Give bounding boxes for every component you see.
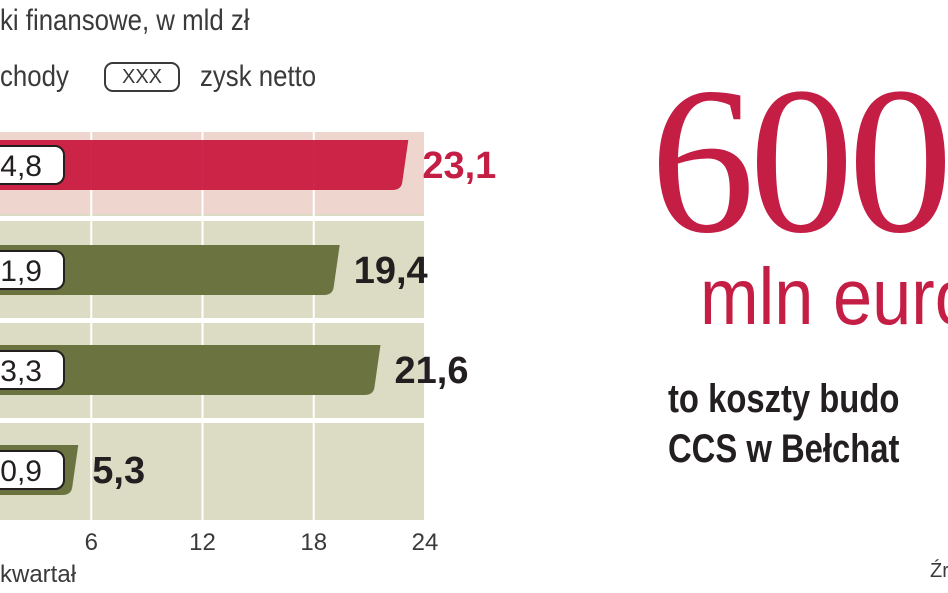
bar-revenue-0 bbox=[0, 140, 409, 190]
profit-box-2 bbox=[0, 350, 65, 390]
profit-box-1 bbox=[0, 250, 65, 290]
profit-label-0: 4,8 bbox=[0, 150, 42, 183]
x-tick-label: 12 bbox=[189, 529, 216, 556]
x-tick-label: 18 bbox=[300, 529, 327, 556]
profit-box-3 bbox=[0, 450, 65, 490]
x-tick-label: 6 bbox=[85, 529, 98, 556]
source-note: Źr bbox=[930, 560, 948, 582]
callout-number: 600 bbox=[650, 45, 948, 277]
chart-title: ki finansowe, w mld zł bbox=[0, 4, 250, 37]
value-label-3: 5,3 bbox=[92, 450, 145, 492]
bar-revenue-1 bbox=[0, 245, 340, 295]
value-label-2: 21,6 bbox=[395, 350, 469, 392]
legend-profit-label: zysk netto bbox=[200, 60, 317, 93]
row-separator bbox=[0, 216, 425, 221]
row-separator bbox=[0, 318, 425, 323]
callout-line-1: to koszty budo bbox=[668, 377, 900, 421]
value-label-1: 19,4 bbox=[354, 250, 428, 292]
profit-label-3: 0,9 bbox=[0, 455, 42, 488]
value-label-0: 23,1 bbox=[422, 145, 496, 187]
row-separator bbox=[0, 418, 425, 423]
bar-chart: 4,8 23,1 1,9 19,4 3,3 21,6 0,9 5,3 6 12 18 24 kwarta… bbox=[0, 132, 496, 588]
x-axis-note: kwartał bbox=[0, 561, 77, 588]
profit-label-1: 1,9 bbox=[0, 255, 42, 288]
legend-profit-swatch: XXX bbox=[104, 62, 180, 92]
callout-description: to koszty budo CCS w Bełchat bbox=[668, 374, 899, 474]
callout-line-2: CCS w Bełchat bbox=[668, 427, 900, 471]
x-tick-label: 24 bbox=[412, 529, 439, 556]
legend-revenue-label: chody bbox=[0, 60, 69, 93]
profit-label-2: 3,3 bbox=[0, 355, 42, 388]
callout-unit: mln euro bbox=[700, 252, 948, 341]
bar-revenue-2 bbox=[0, 345, 381, 395]
profit-box-0 bbox=[0, 145, 65, 185]
